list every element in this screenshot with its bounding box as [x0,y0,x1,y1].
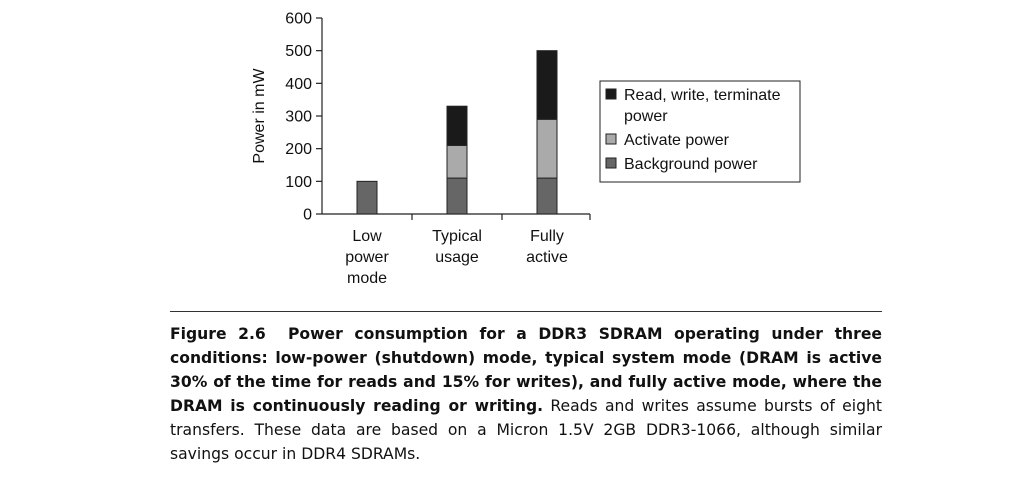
y-axis: 0 100 200 300 400 500 600 [285,11,323,224]
y-tick-label: 100 [285,174,312,191]
legend-swatch [605,88,617,100]
x-axis: Low power mode Typical usage Fully active [322,213,591,287]
y-tick-label: 400 [285,76,312,93]
y-tick-label: 300 [285,109,312,126]
legend-label: Background power [624,156,758,173]
x-category-label: Fully active [526,228,568,266]
legend-label: Read, write, terminate power [624,87,781,125]
y-tick-label: 0 [303,207,312,224]
legend: Read, write, terminate power Activate powe… [599,80,801,183]
bar-segment-background-power [536,177,558,215]
x-category-label: Low power mode [345,228,389,287]
y-tick-label: 600 [285,11,312,28]
bar-segment-background-power [446,177,468,215]
bar-segment-read-write-terminate-power [536,50,558,120]
caption-bold-text: Power consumption for a DDR3 SDRAM opera… [170,325,882,415]
figure-label: Figure 2.6 [170,325,266,343]
legend-box [599,80,801,183]
x-category-label: Typical usage [432,228,482,266]
caption-body-text: Reads and writes assume bursts of eight … [170,397,882,463]
y-tick-label: 500 [285,43,312,60]
bars-group [356,50,558,215]
stacked-bar-chart: 0 100 200 300 400 500 600 Low power mode Typical u… [251,11,801,287]
legend-label: Activate power [624,132,730,149]
bar-segment-background-power [356,180,378,215]
bar-segment-activate-power [536,118,558,179]
caption-divider [170,311,882,312]
y-tick-label: 200 [285,141,312,158]
bar-segment-activate-power [446,144,468,179]
figure-caption: Figure 2.6 Power consumption for a DDR3 … [170,322,882,466]
legend-swatch [605,157,617,169]
y-axis-label: Power in mW [251,68,268,164]
bar-segment-read-write-terminate-power [446,105,468,146]
legend-swatch [605,133,617,145]
